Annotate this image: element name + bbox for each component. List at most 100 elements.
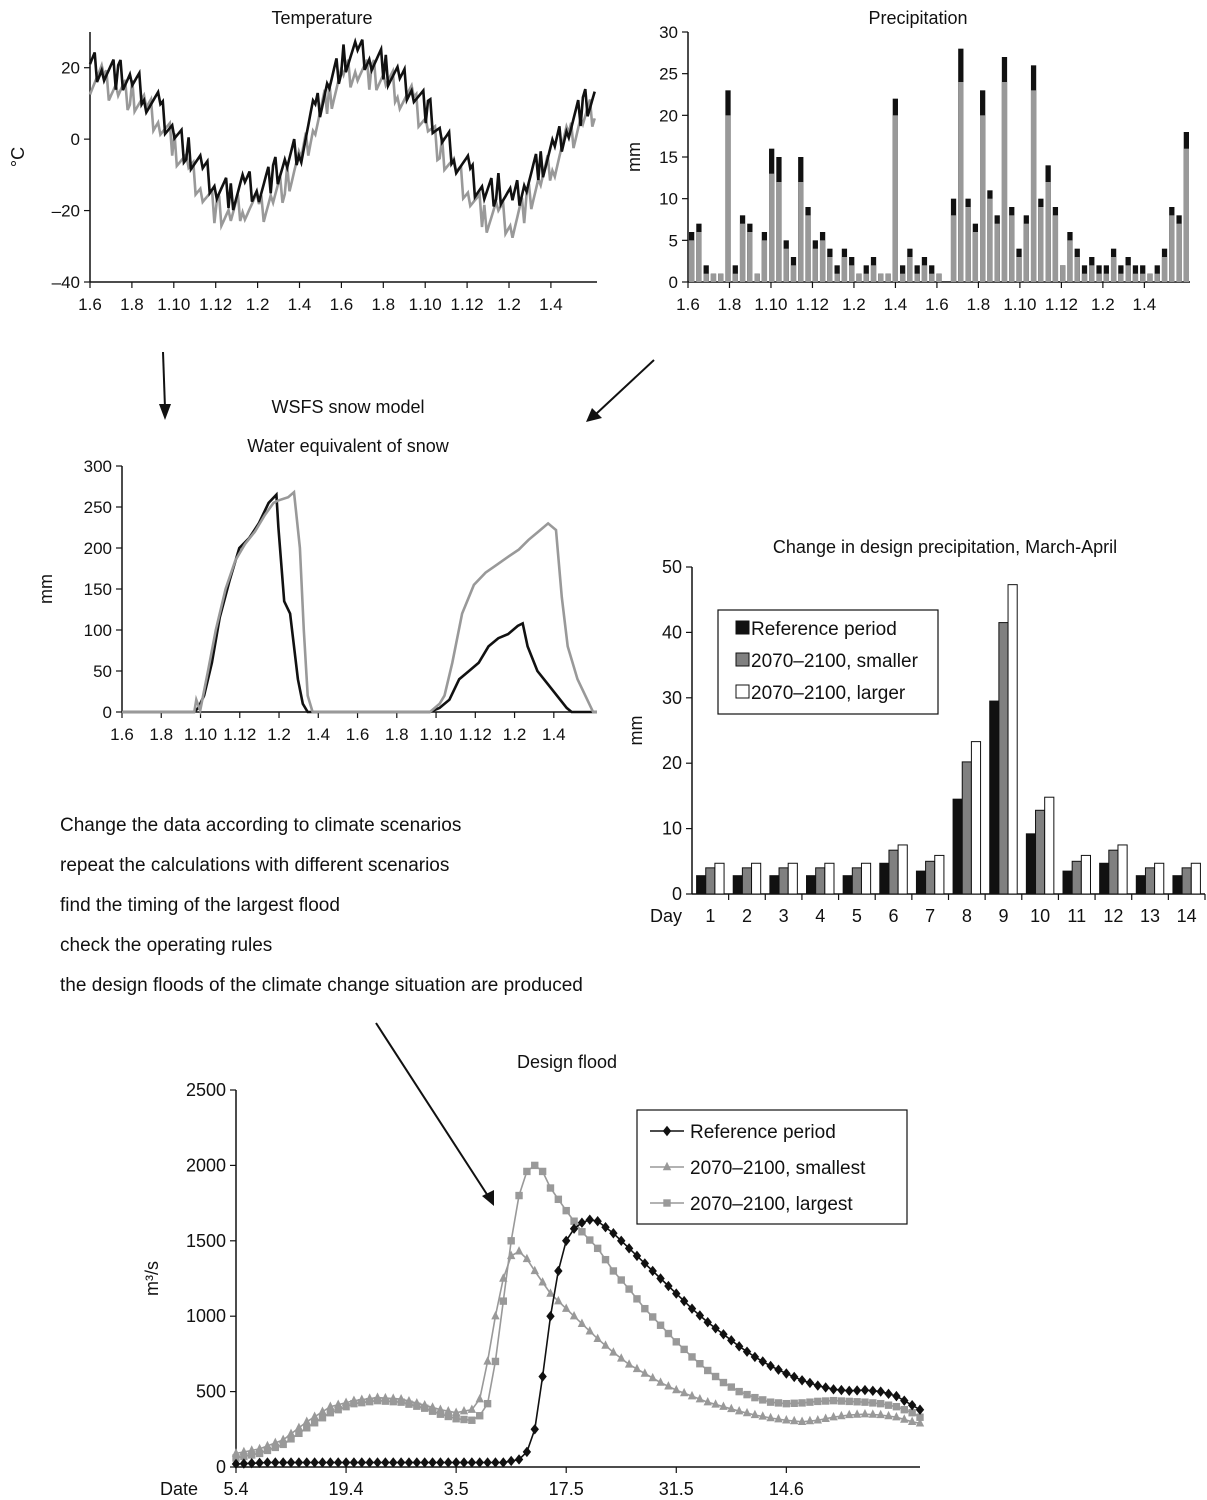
design-precipitation-bar (1007, 584, 1018, 895)
design-precipitation-bar (787, 862, 798, 895)
precipitation-bar (885, 273, 891, 282)
design-precipitation-bar (705, 867, 716, 895)
square-marker (483, 1399, 492, 1408)
square-marker (397, 1398, 405, 1406)
procedure-step: find the timing of the largest flood (60, 895, 340, 916)
triangle-marker (687, 1390, 697, 1400)
diamond-marker (318, 1457, 327, 1468)
precipitation-bar (798, 182, 804, 282)
square-marker (310, 1419, 319, 1427)
triangle-marker (734, 1406, 744, 1415)
diamond-marker (845, 1385, 854, 1397)
square-marker (428, 1407, 437, 1415)
x-tick-label: 1.8 (718, 295, 742, 314)
x-tick-label: 1.6 (110, 725, 134, 744)
square-marker (641, 1304, 649, 1313)
y-tick-label: 30 (659, 23, 678, 42)
x-axis-label: Day (650, 906, 682, 926)
y-axis-label: m³/s (142, 1261, 162, 1296)
y-tick-label: 10 (662, 819, 682, 839)
triangle-marker (790, 1415, 799, 1425)
design-precipitation-bar (732, 875, 743, 895)
diamond-marker (821, 1382, 830, 1393)
triangle-marker (334, 1399, 343, 1408)
precipitation-bar (819, 240, 826, 282)
y-tick-label: 100 (84, 621, 112, 640)
square-marker (303, 1424, 311, 1432)
legend-label: 2070–2100, smallest (690, 1158, 866, 1179)
precipitation-bar (1161, 257, 1168, 282)
square-marker (759, 1396, 767, 1404)
procedure-step: repeat the calculations with different s… (60, 855, 450, 876)
x-tick-label: 1.6 (330, 295, 354, 314)
precipitation-bar (1140, 273, 1146, 282)
diamond-marker (389, 1457, 398, 1468)
diamond-marker (302, 1457, 311, 1468)
x-tick-label: 1.8 (385, 725, 409, 744)
precipitation-bar (747, 232, 753, 282)
diamond-marker (428, 1457, 437, 1468)
y-tick-label: 500 (196, 1382, 226, 1402)
triangle-marker (562, 1303, 571, 1312)
y-tick-label: 300 (84, 457, 112, 476)
design-precipitation-bar (1190, 862, 1201, 895)
square-marker (798, 1399, 806, 1407)
precipitation-bar (761, 240, 768, 282)
triangle-marker (915, 1418, 925, 1427)
precipitation-bar (841, 257, 848, 282)
x-tick-label: 1.2 (267, 725, 291, 744)
y-tick-label: 2000 (186, 1155, 226, 1175)
precipitation-bar (739, 223, 746, 282)
precipitation-bar (1074, 257, 1080, 282)
triangle-marker (530, 1265, 539, 1275)
precipitation-bar (1009, 215, 1015, 282)
x-tick-label: 12 (1103, 906, 1123, 926)
square-marker (420, 1404, 429, 1412)
triangle-marker (585, 1326, 594, 1335)
diamond-marker (381, 1457, 390, 1468)
x-tick-label: 1.10 (157, 295, 190, 314)
triangle-marker (750, 1409, 760, 1419)
design-precipitation-bar (1099, 862, 1110, 895)
y-tick-label: 0 (71, 130, 80, 149)
diamond-marker (782, 1368, 791, 1379)
diamond-marker (892, 1390, 901, 1402)
square-marker (625, 1285, 633, 1293)
square-marker (452, 1415, 460, 1423)
triangle-marker (514, 1246, 524, 1255)
diamond-marker (900, 1395, 909, 1406)
precipitation-bar (878, 273, 884, 282)
triangle-marker (742, 1407, 752, 1417)
diamond-marker (459, 1457, 469, 1468)
x-tick-label: 1.2 (497, 295, 521, 314)
square-marker (499, 1297, 508, 1305)
diamond-marker (766, 1360, 775, 1372)
diamond-marker (231, 1458, 241, 1470)
precipitation-bar (1096, 273, 1102, 282)
design-precipitation-bar (851, 867, 862, 895)
square-marker (523, 1167, 531, 1176)
diamond-marker (294, 1457, 304, 1468)
triangle-marker (876, 1409, 885, 1419)
square-marker (586, 1236, 594, 1244)
precipitation-bar (732, 273, 738, 282)
flow-arrow-flood (375, 1022, 494, 1206)
design-precipitation-bar (1172, 875, 1183, 895)
triangle-marker (617, 1353, 626, 1362)
diamond-marker (837, 1384, 846, 1396)
diamond-marker (444, 1457, 453, 1468)
y-tick-label: 50 (93, 662, 112, 681)
x-tick-label: 14.6 (769, 1479, 804, 1499)
legend-label: Reference period (690, 1122, 836, 1143)
precipitation-bar (994, 223, 1000, 282)
y-tick-label: 0 (672, 884, 682, 904)
x-tick-label: 19.4 (329, 1479, 364, 1499)
design-precipitation-bar (1117, 844, 1128, 895)
precipitation-bar (1016, 257, 1022, 282)
design-precipitation-bar (1154, 862, 1165, 895)
diamond-marker (829, 1384, 838, 1395)
precipitation-bar (769, 173, 775, 282)
x-tick-label: 8 (962, 906, 972, 926)
y-tick-label: 0 (103, 703, 112, 722)
triangle-marker (868, 1409, 878, 1418)
